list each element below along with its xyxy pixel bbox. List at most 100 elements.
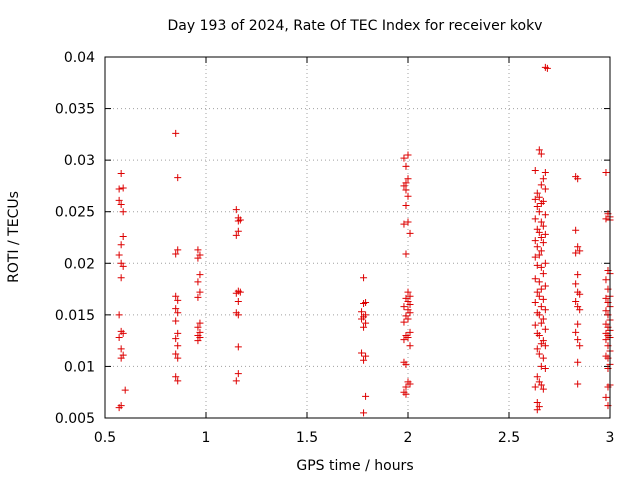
data-point [535,292,543,300]
data-point [360,300,368,308]
y-tick-label: 0.04 [64,50,95,66]
data-point [402,360,410,368]
data-point [115,185,123,193]
data-point [541,259,549,267]
x-tick-label: 1.5 [296,430,318,446]
data-point [406,292,414,300]
data-point [406,380,414,388]
data-point [539,385,547,393]
data-point [196,319,204,327]
data-point [360,274,368,282]
data-point [234,343,242,351]
data-point [232,206,240,214]
data-point [404,175,412,183]
data-point [574,175,582,183]
data-point [533,288,541,296]
data-point [406,229,414,237]
data-point [537,218,545,226]
data-point [533,243,541,251]
data-point [115,311,123,319]
data-point [194,323,202,331]
data-point [117,274,125,282]
data-point [535,311,543,319]
data-point [537,150,545,158]
data-point [119,184,127,192]
data-point [358,308,366,316]
y-tick-label: 0.02 [64,256,95,272]
data-point [572,297,580,305]
chart-title: Day 193 of 2024, Rate Of TEC Index for r… [168,18,543,34]
data-point [404,218,412,226]
data-point [196,271,204,279]
data-point [541,169,549,177]
data-point [117,200,125,208]
data-point [402,383,410,391]
data-point [602,276,610,284]
data-point [172,335,180,343]
y-tick-label: 0.025 [55,205,95,221]
data-point [404,151,412,159]
data-points [115,63,614,417]
data-point [533,261,541,269]
data-point [572,226,580,234]
data-point [541,306,549,314]
data-point [402,162,410,170]
x-tick-label: 3 [606,430,615,446]
data-point [232,377,240,385]
data-point [194,254,202,262]
data-point [535,193,543,201]
data-point [539,222,547,230]
data-point [174,377,182,385]
data-point [533,203,541,211]
data-point [362,392,370,400]
data-point [539,239,547,247]
data-point [537,362,545,370]
data-point [360,356,368,364]
data-point [541,364,549,372]
data-point [574,380,582,388]
data-point [574,271,582,279]
data-point [358,315,366,323]
x-axis-label: GPS time / hours [296,458,413,474]
data-point [602,307,610,315]
data-point [196,288,204,296]
data-point [400,336,408,344]
data-point [406,328,414,336]
data-point [576,290,584,298]
data-point [602,169,610,177]
y-tick-label: 0.015 [55,308,95,324]
data-point [119,232,127,240]
data-point [541,230,549,238]
data-point [574,336,582,344]
data-point [194,293,202,301]
data-point [404,192,412,200]
grid-lines [105,57,610,418]
data-point [576,247,584,255]
data-point [172,129,180,137]
data-point [533,373,541,381]
data-point [360,409,368,417]
data-point [400,318,408,326]
data-point [572,280,580,288]
data-point [236,288,244,296]
data-point [539,295,547,303]
data-point [115,404,123,412]
data-point [234,311,242,319]
data-point [194,278,202,286]
data-point [537,340,545,348]
data-point [234,217,242,225]
x-tick-label: 0.5 [94,430,116,446]
data-point [535,331,543,339]
data-point [117,241,125,249]
data-point [174,174,182,182]
data-point [537,199,545,207]
data-point [531,166,539,174]
data-point [404,334,412,342]
data-point [531,237,539,245]
data-point [537,234,545,241]
data-point [531,253,539,261]
data-point [602,294,610,302]
data-point [535,251,543,259]
data-point [576,306,584,314]
data-point [533,406,541,414]
